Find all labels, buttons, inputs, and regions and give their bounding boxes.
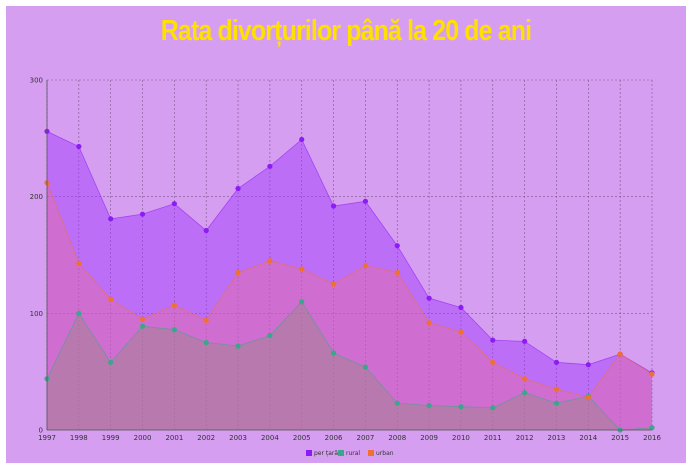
x-tick-label: 1997 xyxy=(38,434,56,442)
series-lines xyxy=(46,130,653,431)
series-1-point[interactable] xyxy=(522,390,528,396)
series-0-point[interactable] xyxy=(490,337,496,343)
y-tick-label: 100 xyxy=(30,310,43,318)
series-2-point[interactable] xyxy=(585,394,591,400)
x-tick-label: 2009 xyxy=(420,434,438,442)
series-2-point[interactable] xyxy=(617,351,623,357)
legend-label-0[interactable]: per țară xyxy=(314,450,338,457)
chart-svg: 1997 1998 1999 2000 2001 2002 2003 2004 2005 2006… xyxy=(30,77,662,458)
series-0-point[interactable] xyxy=(553,359,560,365)
x-tick-label: 2002 xyxy=(197,434,215,442)
series-1-point[interactable] xyxy=(108,359,114,365)
legend[interactable]: per țară rural urban xyxy=(306,450,394,457)
series-0-point[interactable] xyxy=(76,143,82,150)
x-tick-label: 2015 xyxy=(611,434,629,442)
x-tick-label: 2012 xyxy=(516,434,534,442)
x-tick-label: 1998 xyxy=(70,434,88,442)
x-tick-label: 2008 xyxy=(388,434,406,442)
series-2-point[interactable] xyxy=(649,371,655,377)
series-1-point[interactable] xyxy=(235,343,241,349)
series-2-point[interactable] xyxy=(330,281,337,287)
series-1-line xyxy=(46,301,653,431)
series-1-point[interactable] xyxy=(394,400,400,406)
legend-swatch-2[interactable] xyxy=(368,450,374,456)
series-2-point[interactable] xyxy=(203,317,209,323)
chart-container: Rata divorțurilor până la 20 de ani 1997… xyxy=(6,6,686,463)
series-1-point[interactable] xyxy=(330,350,337,356)
y-tick-label: 0 xyxy=(39,427,43,435)
x-tick-label: 2006 xyxy=(325,434,343,442)
series-2-line xyxy=(46,182,653,398)
series-0-point[interactable] xyxy=(522,338,528,344)
x-tick-label: 2001 xyxy=(165,434,183,442)
series-0-point[interactable] xyxy=(394,243,400,249)
series-2-point[interactable] xyxy=(458,329,464,335)
axes: 1997 1998 1999 2000 2001 2002 2003 2004 2005 2006… xyxy=(30,77,662,443)
x-tick-label: 2013 xyxy=(548,434,566,442)
series-2-point[interactable] xyxy=(394,269,400,276)
x-tick-label: 2005 xyxy=(293,434,311,442)
chart-title: Rata divorțurilor până la 20 de ani xyxy=(160,15,532,47)
x-tick-label: 2014 xyxy=(579,434,597,442)
series-2-point[interactable] xyxy=(299,266,305,272)
x-tick-label: 2000 xyxy=(134,434,152,442)
legend-label-1[interactable]: rural xyxy=(346,450,360,457)
series-0-point[interactable] xyxy=(458,304,464,311)
y-tick-label: 200 xyxy=(30,193,43,201)
x-tick-label: 2010 xyxy=(452,434,470,442)
series-1-point[interactable] xyxy=(171,327,177,333)
series-0-point[interactable] xyxy=(267,163,273,169)
series-1-point[interactable] xyxy=(76,310,82,316)
series-2-point[interactable] xyxy=(76,260,82,266)
series-0-area xyxy=(47,131,652,430)
series-1-point[interactable] xyxy=(299,299,305,305)
series-0-point[interactable] xyxy=(235,185,241,192)
series-2-point[interactable] xyxy=(426,320,432,326)
x-tick-label: 2011 xyxy=(484,434,502,442)
series-2-point[interactable] xyxy=(553,386,560,392)
series-0-point[interactable] xyxy=(299,136,305,143)
series-0-point[interactable] xyxy=(330,203,337,209)
data-points xyxy=(44,128,655,433)
series-1-point[interactable] xyxy=(649,425,655,431)
series-0-line xyxy=(46,130,653,374)
series-0-point[interactable] xyxy=(203,227,209,234)
series-2-point[interactable] xyxy=(490,359,496,365)
series-2-point[interactable] xyxy=(108,296,114,302)
series-1-point[interactable] xyxy=(267,332,273,339)
series-1-point[interactable] xyxy=(203,339,209,346)
series-1-point[interactable] xyxy=(458,404,464,410)
series-0-point[interactable] xyxy=(139,211,146,217)
series-0-point[interactable] xyxy=(362,198,369,204)
legend-swatch-1[interactable] xyxy=(338,450,344,456)
x-tick-label: 2016 xyxy=(643,434,661,442)
series-1-area xyxy=(47,301,652,430)
series-2-point[interactable] xyxy=(139,316,146,322)
series-areas xyxy=(47,131,652,430)
series-0-point[interactable] xyxy=(108,216,114,222)
legend-swatch-0[interactable] xyxy=(306,450,312,456)
series-2-point[interactable] xyxy=(362,262,369,269)
x-tick-label: 2003 xyxy=(229,434,247,442)
series-2-point[interactable] xyxy=(171,302,177,308)
series-1-point[interactable] xyxy=(553,400,560,406)
series-1-point[interactable] xyxy=(490,405,496,411)
series-2-point[interactable] xyxy=(235,269,241,276)
series-2-point[interactable] xyxy=(267,258,273,264)
series-1-point[interactable] xyxy=(139,323,146,329)
series-2-area xyxy=(47,182,652,430)
series-0-point[interactable] xyxy=(426,295,432,301)
series-0-point[interactable] xyxy=(171,201,177,207)
x-tick-label: 1999 xyxy=(102,434,120,442)
series-1-point[interactable] xyxy=(362,364,369,370)
y-tick-label: 300 xyxy=(30,77,43,85)
x-tick-label: 2004 xyxy=(261,434,279,442)
series-2-point[interactable] xyxy=(522,376,528,382)
series-1-point[interactable] xyxy=(426,402,432,409)
legend-label-2[interactable]: urban xyxy=(376,450,394,457)
series-0-point[interactable] xyxy=(585,362,591,368)
x-tick-label: 2007 xyxy=(357,434,375,442)
